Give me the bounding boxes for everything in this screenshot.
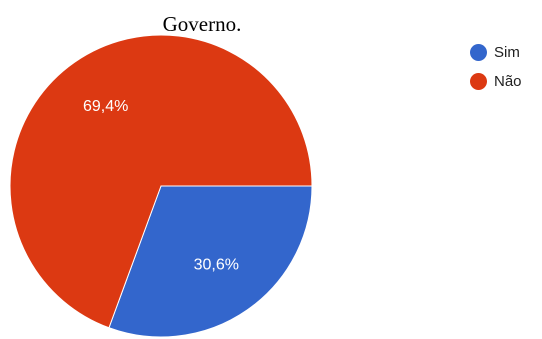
legend-swatch-nao [470,72,487,90]
legend-label-nao: Não [494,72,522,90]
slice-label-sim: 30,6% [194,256,239,273]
legend-item-sim[interactable]: Sim [470,42,522,62]
pie-slice-sim[interactable] [108,185,313,338]
legend-label-sim: Sim [494,43,520,61]
pie-slice-nao[interactable] [9,34,313,329]
legend-item-nao[interactable]: Não [470,71,522,91]
slice-label-nao: 69,4% [83,98,128,115]
legend-swatch-sim [470,43,487,61]
chart-legend: Sim Não [470,42,522,100]
chart-title: Governo. [162,12,242,36]
